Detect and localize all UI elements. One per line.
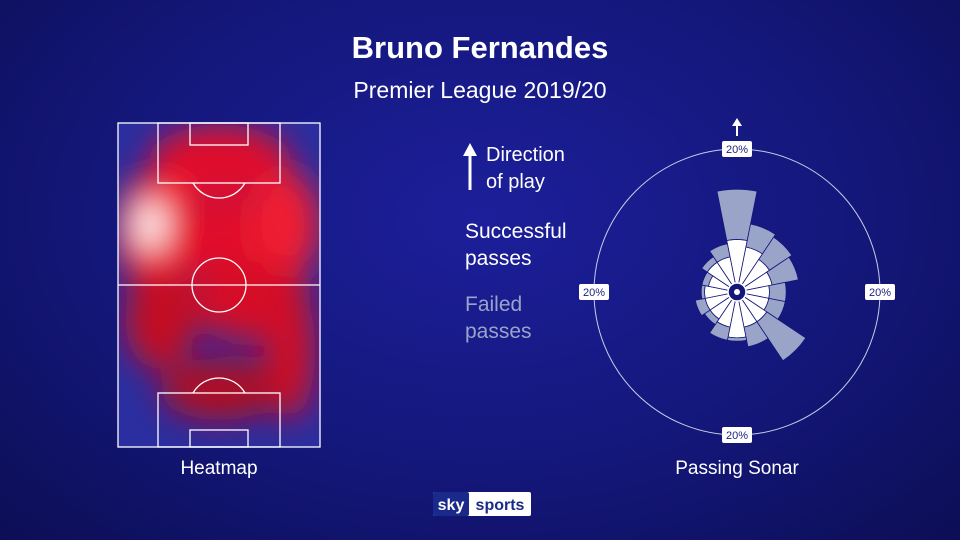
center-dot xyxy=(734,289,740,295)
subtitle: Premier League 2019/20 xyxy=(353,77,606,103)
sonar-wedge xyxy=(745,223,777,255)
title: Bruno Fernandes xyxy=(352,30,609,65)
sonar-wedge xyxy=(766,256,799,286)
logo: sky sports xyxy=(433,492,531,516)
sonar-wedge xyxy=(700,284,706,300)
direction-arrow xyxy=(463,118,742,190)
ring-label-box xyxy=(865,284,895,300)
sonar-wedge xyxy=(709,321,731,341)
ring-label: 20% xyxy=(726,430,748,442)
sonar: 20% 20% 20% 20% xyxy=(579,141,895,443)
sonar-wedge xyxy=(716,188,758,241)
heatmap-label: Heatmap xyxy=(180,458,257,479)
ring-label: 20% xyxy=(583,287,605,299)
sonar-wedge xyxy=(709,243,731,263)
ring-label-box xyxy=(722,427,752,443)
sonar-wedge xyxy=(758,236,793,271)
sonar-wedge xyxy=(756,311,807,362)
logo-sports: sports xyxy=(476,497,525,514)
pitch-lines xyxy=(117,122,321,448)
direction-label: Direction of play xyxy=(486,144,565,193)
ring-label-box xyxy=(579,284,609,300)
sonar-wedge xyxy=(743,321,769,348)
sonar-wedge xyxy=(694,297,711,317)
legend-entry: Successful passes xyxy=(465,220,567,270)
legend-entry: Failed passes xyxy=(465,293,532,343)
ring-label-box xyxy=(722,141,752,157)
logo-sky: sky xyxy=(438,497,465,514)
ring-label: 20% xyxy=(726,144,748,156)
sonar-wedge xyxy=(726,336,748,342)
ring-label: 20% xyxy=(869,287,891,299)
sonar-title: Passing Sonar xyxy=(675,458,799,479)
